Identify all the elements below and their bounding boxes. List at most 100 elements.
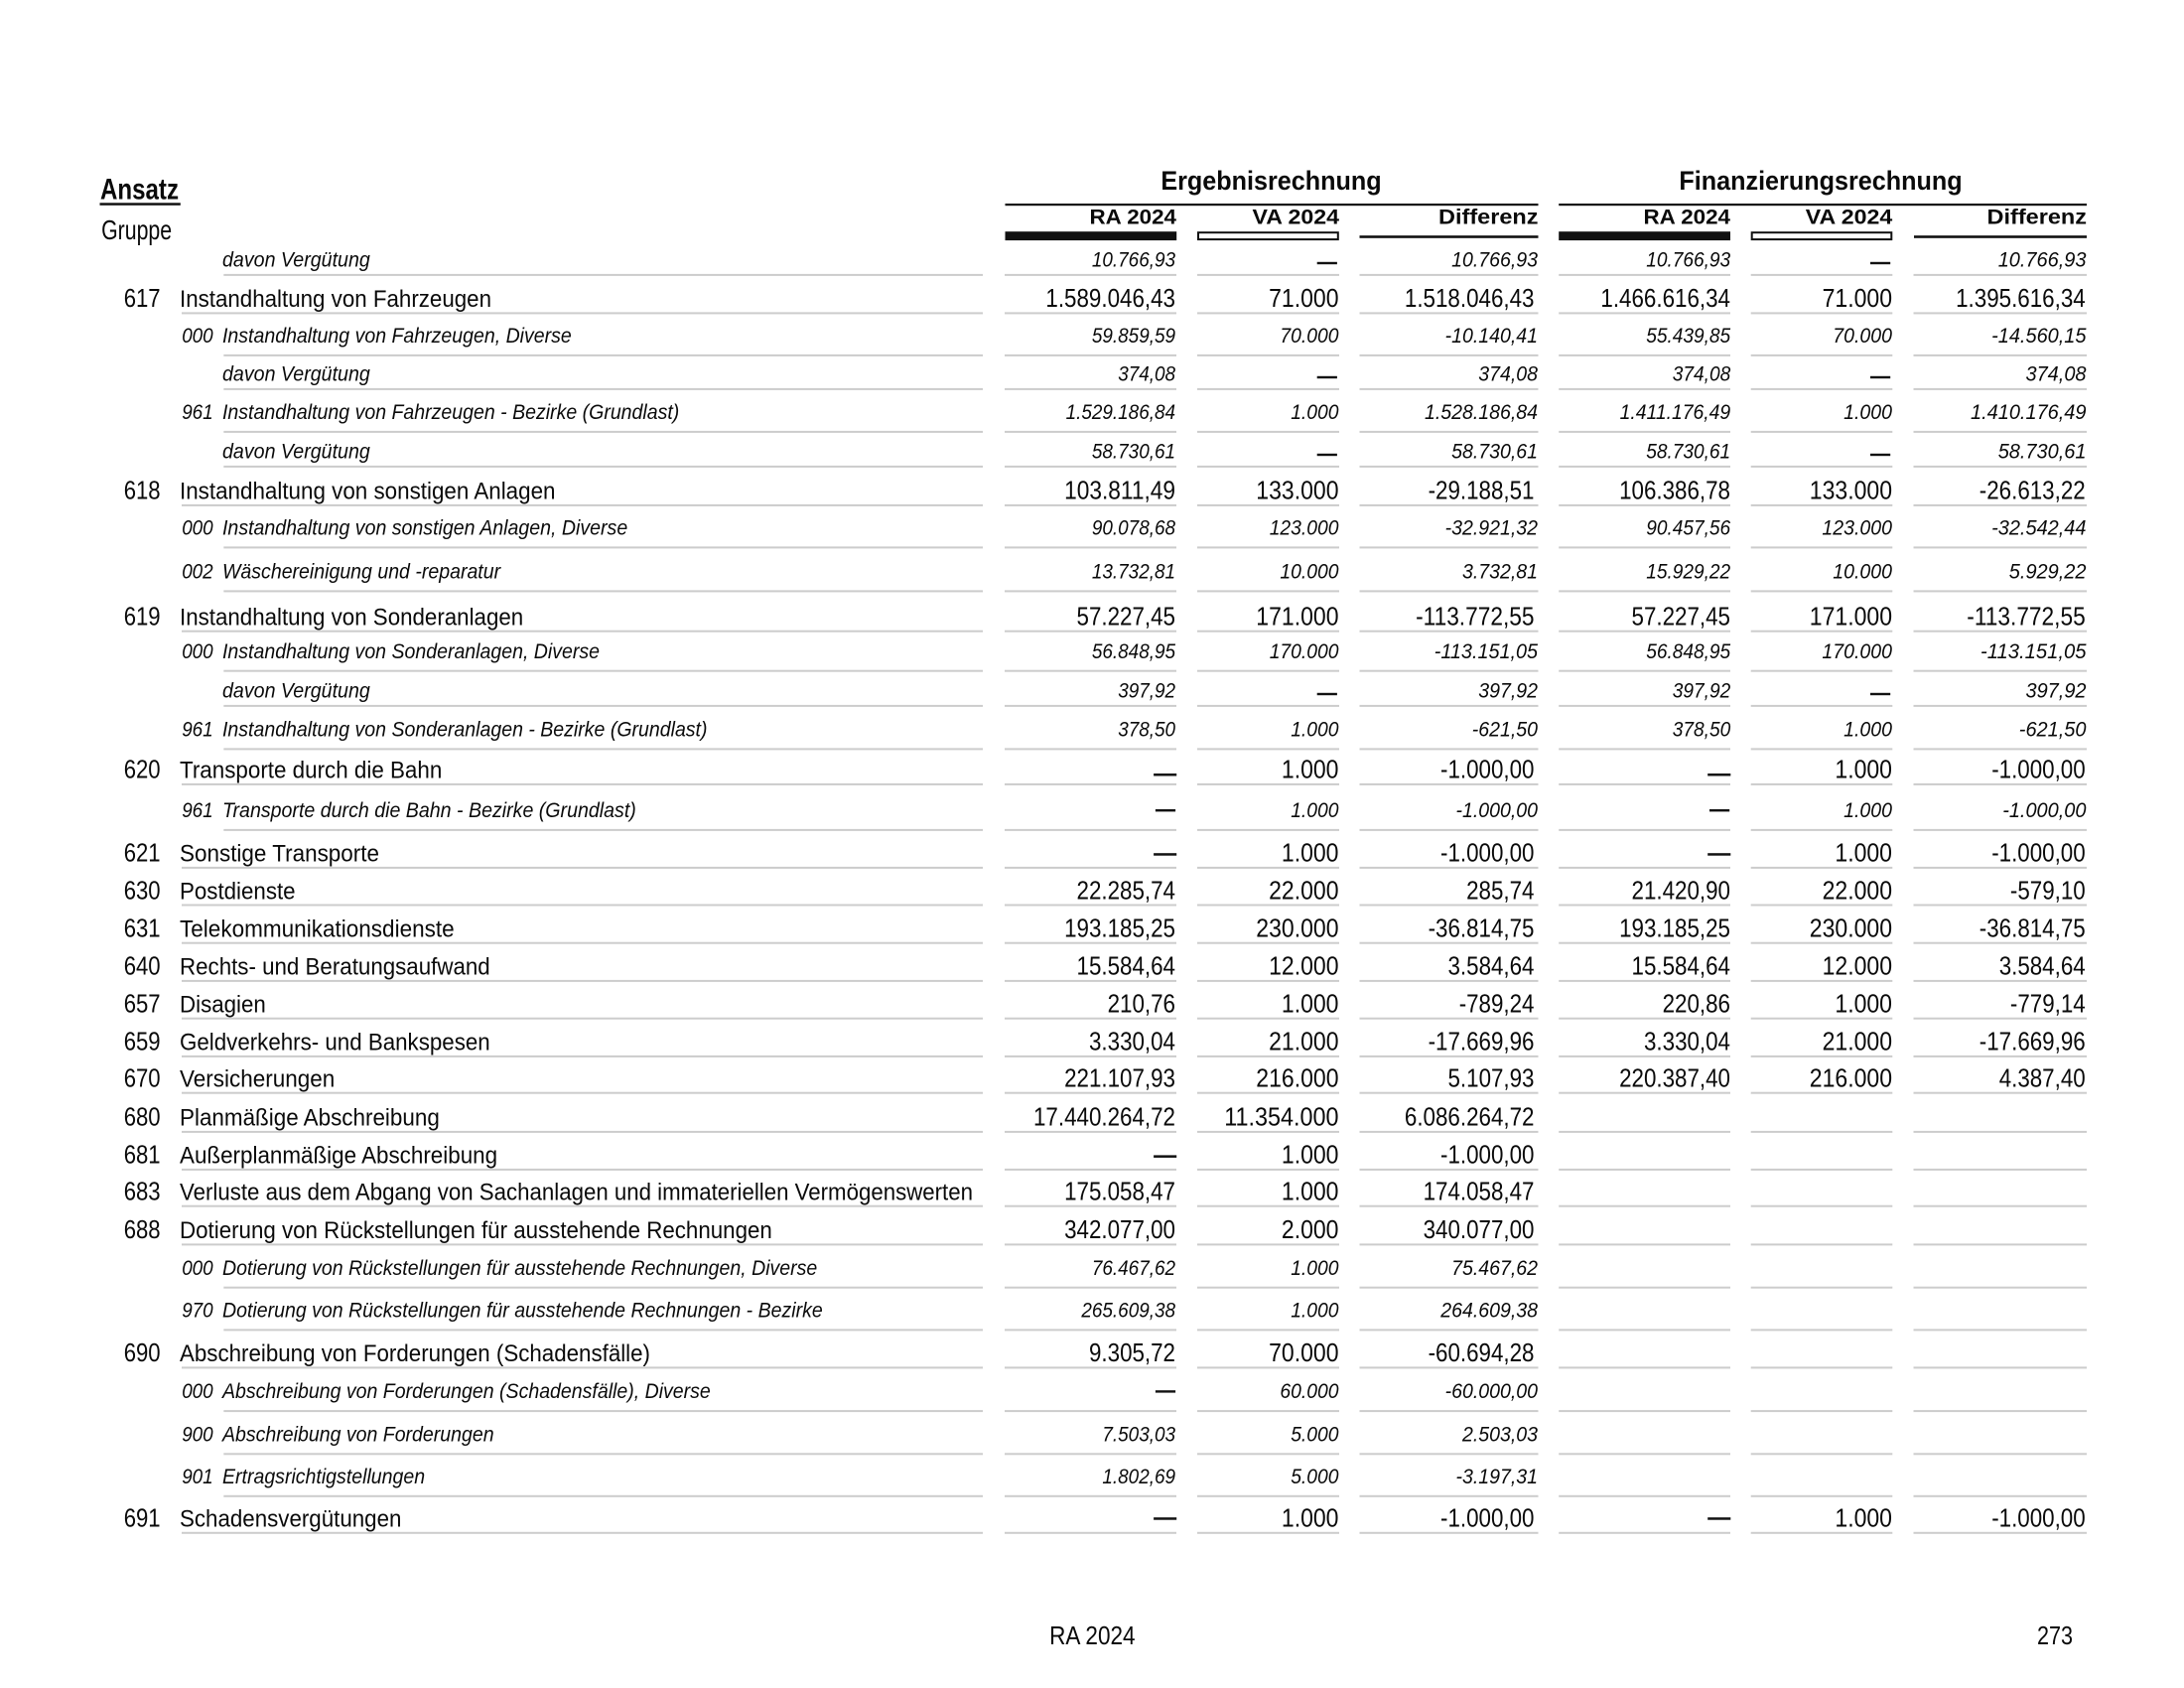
svg-text:Abschreibung von Forderungen (: Abschreibung von Forderungen (Schadensfä… bbox=[220, 1380, 711, 1403]
svg-text:57.227,45: 57.227,45 bbox=[1077, 602, 1176, 632]
svg-text:3.584,64: 3.584,64 bbox=[1448, 951, 1535, 981]
svg-text:Ertragsrichtigstellungen: Ertragsrichtigstellungen bbox=[222, 1466, 425, 1488]
svg-text:273: 273 bbox=[2037, 1620, 2073, 1650]
svg-text:RA 2024: RA 2024 bbox=[1090, 206, 1177, 229]
svg-text:-29.188,51: -29.188,51 bbox=[1429, 476, 1535, 505]
svg-text:Telekommunikationsdienste: Telekommunikationsdienste bbox=[180, 916, 455, 943]
svg-text:1.529.186,84: 1.529.186,84 bbox=[1066, 401, 1175, 424]
svg-text:133.000: 133.000 bbox=[1810, 476, 1892, 505]
svg-text:171.000: 171.000 bbox=[1256, 602, 1338, 632]
svg-text:216.000: 216.000 bbox=[1256, 1063, 1338, 1093]
svg-text:1.000: 1.000 bbox=[1282, 1177, 1339, 1206]
svg-text:22.285,74: 22.285,74 bbox=[1077, 875, 1176, 905]
svg-text:-26.613,22: -26.613,22 bbox=[1979, 476, 2086, 505]
svg-text:1.410.176,49: 1.410.176,49 bbox=[1971, 401, 2087, 424]
svg-text:1.000: 1.000 bbox=[1282, 1140, 1339, 1170]
svg-text:397,92: 397,92 bbox=[1478, 680, 1538, 703]
svg-text:397,92: 397,92 bbox=[2026, 680, 2087, 703]
svg-text:1.000: 1.000 bbox=[1835, 838, 1892, 868]
svg-text:60.000: 60.000 bbox=[1280, 1380, 1338, 1403]
svg-text:230.000: 230.000 bbox=[1810, 914, 1892, 943]
svg-text:-60.000,00: -60.000,00 bbox=[1445, 1380, 1539, 1403]
svg-text:1.000: 1.000 bbox=[1282, 755, 1339, 784]
svg-text:-32.542,44: -32.542,44 bbox=[1991, 517, 2086, 540]
svg-text:VA 2024: VA 2024 bbox=[1806, 206, 1893, 229]
svg-text:RA 2024: RA 2024 bbox=[1644, 206, 1731, 229]
svg-text:Dotierung von Rückstellungen f: Dotierung von Rückstellungen für aussteh… bbox=[180, 1217, 772, 1244]
svg-text:Instandhaltung von Fahrzeugen: Instandhaltung von Fahrzeugen - Bezirke … bbox=[222, 401, 679, 424]
svg-text:000: 000 bbox=[182, 517, 213, 540]
svg-text:230.000: 230.000 bbox=[1256, 914, 1338, 943]
svg-text:10.000: 10.000 bbox=[1280, 561, 1338, 584]
svg-text:Instandhaltung von Fahrzeugen,: Instandhaltung von Fahrzeugen, Diverse bbox=[222, 325, 572, 348]
svg-text:1.000: 1.000 bbox=[1291, 799, 1339, 822]
svg-text:123.000: 123.000 bbox=[1822, 517, 1892, 540]
svg-text:Dotierung von Rückstellungen f: Dotierung von Rückstellungen für aussteh… bbox=[222, 1257, 817, 1280]
svg-text:690: 690 bbox=[124, 1337, 161, 1367]
svg-text:-1.000,00: -1.000,00 bbox=[1991, 838, 2086, 868]
svg-text:175.058,47: 175.058,47 bbox=[1064, 1177, 1175, 1206]
svg-text:-1.000,00: -1.000,00 bbox=[1440, 755, 1535, 784]
svg-text:1.000: 1.000 bbox=[1291, 1300, 1339, 1323]
svg-text:216.000: 216.000 bbox=[1810, 1063, 1892, 1093]
svg-text:70.000: 70.000 bbox=[1280, 325, 1338, 348]
svg-text:-10.140,41: -10.140,41 bbox=[1445, 325, 1538, 348]
svg-text:619: 619 bbox=[124, 602, 161, 632]
svg-text:374,08: 374,08 bbox=[1478, 363, 1538, 386]
svg-text:56.848,95: 56.848,95 bbox=[1092, 640, 1175, 663]
svg-text:Differenz: Differenz bbox=[1987, 206, 2088, 229]
svg-text:58.730,61: 58.730,61 bbox=[1451, 441, 1538, 464]
svg-text:-3.197,31: -3.197,31 bbox=[1456, 1466, 1539, 1488]
svg-text:170.000: 170.000 bbox=[1270, 640, 1339, 663]
svg-text:961: 961 bbox=[182, 799, 213, 822]
svg-text:1.000: 1.000 bbox=[1291, 1257, 1339, 1280]
svg-text:Transporte durch die Bahn: Transporte durch die Bahn bbox=[180, 758, 442, 784]
svg-text:12.000: 12.000 bbox=[1269, 951, 1338, 981]
svg-text:Finanzierungsrechnung: Finanzierungsrechnung bbox=[1679, 166, 1962, 196]
svg-text:Instandhaltung von Fahrzeugen: Instandhaltung von Fahrzeugen bbox=[180, 286, 491, 313]
svg-text:-1.000,00: -1.000,00 bbox=[1991, 755, 2086, 784]
svg-text:901: 901 bbox=[182, 1466, 213, 1488]
svg-text:-621,50: -621,50 bbox=[2019, 719, 2087, 742]
svg-text:59.859,59: 59.859,59 bbox=[1092, 325, 1175, 348]
svg-text:000: 000 bbox=[182, 640, 213, 663]
svg-text:1.000: 1.000 bbox=[1291, 719, 1339, 742]
svg-text:-17.669,96: -17.669,96 bbox=[1429, 1027, 1535, 1056]
svg-text:1.466.616,34: 1.466.616,34 bbox=[1600, 283, 1730, 313]
svg-text:76.467,62: 76.467,62 bbox=[1092, 1257, 1175, 1280]
svg-text:961: 961 bbox=[182, 401, 213, 424]
svg-text:170.000: 170.000 bbox=[1822, 640, 1892, 663]
svg-text:Differenz: Differenz bbox=[1438, 206, 1539, 229]
svg-text:davon Vergütung: davon Vergütung bbox=[222, 441, 370, 464]
svg-text:22.000: 22.000 bbox=[1269, 875, 1338, 905]
svg-text:103.811,49: 103.811,49 bbox=[1064, 476, 1175, 505]
svg-text:1.000: 1.000 bbox=[1835, 755, 1892, 784]
svg-text:56.848,95: 56.848,95 bbox=[1646, 640, 1730, 663]
svg-text:961: 961 bbox=[182, 719, 213, 742]
svg-text:1.000: 1.000 bbox=[1843, 401, 1892, 424]
svg-text:-1.000,00: -1.000,00 bbox=[1440, 1140, 1535, 1170]
svg-text:-17.669,96: -17.669,96 bbox=[1979, 1027, 2086, 1056]
svg-text:-14.560,15: -14.560,15 bbox=[1991, 325, 2087, 348]
svg-text:22.000: 22.000 bbox=[1823, 875, 1892, 905]
svg-text:10.766,93: 10.766,93 bbox=[1998, 249, 2087, 272]
svg-text:Außerplanmäßige Abschreibung: Außerplanmäßige Abschreibung bbox=[180, 1143, 497, 1170]
svg-text:640: 640 bbox=[124, 951, 161, 981]
svg-text:10.000: 10.000 bbox=[1833, 561, 1892, 584]
svg-text:RA 2024: RA 2024 bbox=[1049, 1620, 1136, 1650]
svg-text:220.387,40: 220.387,40 bbox=[1619, 1063, 1730, 1093]
svg-text:Instandhaltung von Sonderanlag: Instandhaltung von Sonderanlagen bbox=[180, 605, 523, 632]
svg-text:174.058,47: 174.058,47 bbox=[1424, 1177, 1535, 1206]
svg-text:1.518.046,43: 1.518.046,43 bbox=[1405, 283, 1535, 313]
svg-text:193.185,25: 193.185,25 bbox=[1619, 914, 1730, 943]
svg-text:659: 659 bbox=[124, 1027, 161, 1056]
svg-text:Schadensvergütungen: Schadensvergütungen bbox=[180, 1506, 401, 1533]
svg-text:-113.772,55: -113.772,55 bbox=[1416, 602, 1534, 632]
svg-text:57.227,45: 57.227,45 bbox=[1632, 602, 1731, 632]
svg-text:106.386,78: 106.386,78 bbox=[1619, 476, 1730, 505]
svg-text:-60.694,28: -60.694,28 bbox=[1429, 1337, 1535, 1367]
svg-text:Dotierung von Rückstellungen f: Dotierung von Rückstellungen für aussteh… bbox=[222, 1300, 823, 1323]
svg-text:Planmäßige Abschreibung: Planmäßige Abschreibung bbox=[180, 1105, 440, 1132]
svg-text:21.000: 21.000 bbox=[1269, 1027, 1338, 1056]
svg-text:10.766,93: 10.766,93 bbox=[1451, 249, 1538, 272]
